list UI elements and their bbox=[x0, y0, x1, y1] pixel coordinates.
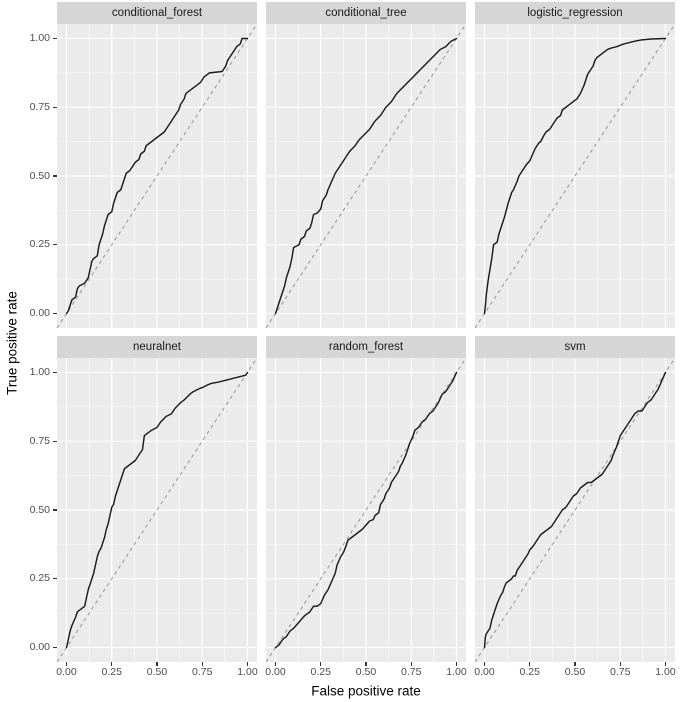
facet-strip-label: neuralnet bbox=[57, 336, 257, 358]
x-tick-mark bbox=[410, 662, 412, 666]
y-tick-label: 0.25 bbox=[29, 238, 50, 251]
facet-neuralnet: neuralnet bbox=[57, 336, 257, 662]
facet-conditional-forest: conditional_forest bbox=[57, 2, 257, 328]
roc-panel bbox=[266, 358, 466, 662]
roc-curve bbox=[65, 37, 249, 315]
y-tick-mark bbox=[53, 509, 57, 511]
x-tick-mark bbox=[365, 662, 367, 666]
roc-curve-plot bbox=[266, 24, 466, 328]
roc-panel bbox=[266, 24, 466, 328]
roc-curve-plot bbox=[475, 358, 675, 662]
x-tick-mark bbox=[274, 662, 277, 666]
x-tick-mark bbox=[574, 662, 576, 666]
facet-strip-label: svm bbox=[475, 336, 675, 358]
facet-strip-label: conditional_tree bbox=[266, 2, 466, 24]
y-tick-label: 1.00 bbox=[29, 31, 50, 44]
x-tick-mark bbox=[529, 662, 531, 666]
diagonal-reference-line bbox=[475, 24, 675, 328]
facet-conditional-tree: conditional_tree bbox=[266, 2, 466, 328]
facet-svm: svm bbox=[475, 336, 675, 662]
x-tick-mark bbox=[664, 662, 667, 666]
facet-logistic-regression: logistic_regression bbox=[475, 2, 675, 328]
roc-curve bbox=[274, 37, 458, 315]
y-tick-label: 0.00 bbox=[29, 307, 50, 320]
x-tick-mark bbox=[455, 662, 458, 666]
facet-strip-label: conditional_forest bbox=[57, 2, 257, 24]
roc-panel bbox=[57, 24, 257, 328]
x-tick-label: 0.25 bbox=[519, 666, 540, 678]
y-tick-mark bbox=[53, 37, 57, 39]
x-tick-mark bbox=[320, 662, 322, 666]
y-tick-label: 0.75 bbox=[29, 100, 50, 113]
x-tick-label: 0.25 bbox=[310, 666, 331, 678]
diagonal-reference-line bbox=[475, 358, 675, 662]
y-tick-label: 1.00 bbox=[29, 365, 50, 378]
x-tick-label: 0.50 bbox=[355, 666, 377, 678]
facet-random-forest: random_forest bbox=[266, 336, 466, 662]
x-tick-label: 1.00 bbox=[446, 666, 467, 678]
roc-curve-plot bbox=[266, 358, 466, 662]
roc-curve-plot bbox=[475, 24, 675, 328]
x-tick-label: 0.50 bbox=[146, 666, 168, 678]
roc-curve bbox=[483, 37, 667, 315]
y-tick-mark bbox=[53, 646, 57, 649]
y-tick-mark bbox=[53, 440, 57, 442]
x-axis-title: False positive rate bbox=[311, 683, 421, 699]
y-tick-label: 0.00 bbox=[29, 641, 50, 654]
y-tick-label: 0.75 bbox=[29, 434, 50, 447]
facet-strip-label: random_forest bbox=[266, 336, 466, 358]
x-tick-mark bbox=[156, 662, 158, 666]
x-tick-mark bbox=[201, 662, 203, 666]
y-tick-label: 0.25 bbox=[29, 572, 50, 585]
roc-panel bbox=[57, 358, 257, 662]
y-tick-mark bbox=[53, 106, 57, 108]
diagonal-reference-line bbox=[266, 358, 466, 662]
y-tick-label: 0.50 bbox=[29, 503, 50, 516]
y-tick-mark bbox=[53, 371, 57, 373]
diagonal-reference-line bbox=[57, 358, 257, 662]
y-tick-label: 0.50 bbox=[29, 169, 50, 182]
x-tick-label: 0.75 bbox=[401, 666, 422, 678]
x-tick-label: 0.00 bbox=[474, 666, 495, 678]
x-tick-mark bbox=[65, 662, 68, 666]
x-tick-mark bbox=[246, 662, 249, 666]
x-tick-label: 0.50 bbox=[564, 666, 586, 678]
roc-curve-plot bbox=[57, 358, 257, 662]
roc-panel bbox=[475, 358, 675, 662]
roc-curve bbox=[274, 371, 458, 649]
x-tick-label: 0.00 bbox=[265, 666, 286, 678]
x-tick-label: 0.75 bbox=[610, 666, 631, 678]
x-tick-label: 0.25 bbox=[101, 666, 122, 678]
y-tick-mark bbox=[53, 578, 57, 580]
roc-panel bbox=[475, 24, 675, 328]
diagonal-reference-line bbox=[57, 24, 257, 328]
x-tick-label: 1.00 bbox=[655, 666, 676, 678]
x-tick-label: 1.00 bbox=[237, 666, 258, 678]
roc-curve bbox=[483, 371, 667, 649]
x-tick-mark bbox=[619, 662, 621, 666]
y-axis-title: True positive rate bbox=[4, 291, 20, 395]
diagonal-reference-line bbox=[266, 24, 466, 328]
y-tick-mark bbox=[53, 175, 57, 177]
roc-curve-plot bbox=[57, 24, 257, 328]
x-tick-label: 0.75 bbox=[192, 666, 213, 678]
x-tick-mark bbox=[111, 662, 113, 666]
facet-strip-label: logistic_regression bbox=[475, 2, 675, 24]
x-tick-mark bbox=[483, 662, 486, 666]
y-tick-mark bbox=[53, 312, 57, 315]
y-tick-mark bbox=[53, 244, 57, 246]
roc-curve bbox=[65, 371, 249, 649]
x-tick-label: 0.00 bbox=[56, 666, 77, 678]
